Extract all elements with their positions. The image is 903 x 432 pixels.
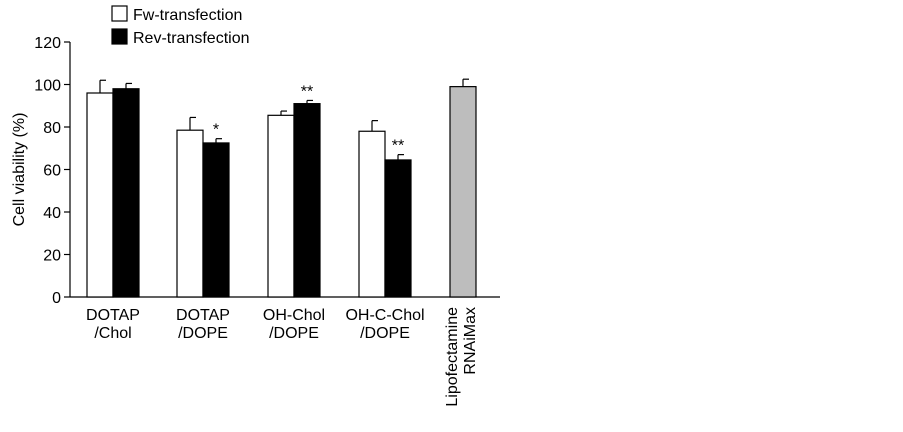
- significance-label: **: [301, 83, 313, 100]
- legend-label: Rev-transfection: [133, 30, 250, 47]
- y-axis-label: Cell viability (%): [11, 113, 28, 227]
- y-tick-label: 100: [34, 78, 61, 95]
- y-tick-label: 120: [34, 35, 61, 52]
- y-tick-label: 40: [43, 205, 61, 222]
- x-tick-label: RNAiMax: [462, 307, 479, 375]
- bar: [293, 103, 321, 298]
- x-tick-label: OH-C-Chol: [345, 307, 424, 324]
- legend-swatch: [111, 5, 128, 22]
- significance-label: **: [392, 138, 404, 155]
- x-tick-label: /Chol: [94, 325, 131, 342]
- bar: [176, 129, 204, 298]
- bar: [267, 114, 295, 298]
- bar: [202, 142, 230, 298]
- labels-group: DOTAP/CholDOTAP/DOPEOH-Chol/DOPEOH-C-Cho…: [86, 307, 479, 407]
- y-tick-label: 20: [43, 248, 61, 265]
- bar: [384, 159, 412, 298]
- x-tick-label: /DOPE: [178, 325, 228, 342]
- y-tick-label: 80: [43, 120, 61, 137]
- bar: [112, 88, 140, 298]
- axes-group: 0 20 40 60 80 100 120 Cell viability (%): [11, 35, 500, 307]
- x-tick-label: DOTAP: [176, 307, 230, 324]
- y-tick-label: 0: [52, 290, 61, 307]
- x-tick-label: DOTAP: [86, 307, 140, 324]
- bar: [449, 86, 477, 298]
- x-tick-label: /DOPE: [269, 325, 319, 342]
- x-tick-label: Lipofectamine: [444, 307, 461, 407]
- legend-label: Fw-transfection: [133, 7, 242, 24]
- x-tick-label: OH-Chol: [263, 307, 325, 324]
- bars-group: *****: [86, 78, 477, 298]
- bar: [86, 92, 114, 298]
- significance-label: *: [213, 122, 219, 139]
- legend: Fw-transfection Rev-transfection: [111, 5, 250, 47]
- y-tick-label: 60: [43, 163, 61, 180]
- bar: [358, 130, 386, 298]
- x-tick-label: /DOPE: [360, 325, 410, 342]
- legend-swatch: [111, 28, 128, 45]
